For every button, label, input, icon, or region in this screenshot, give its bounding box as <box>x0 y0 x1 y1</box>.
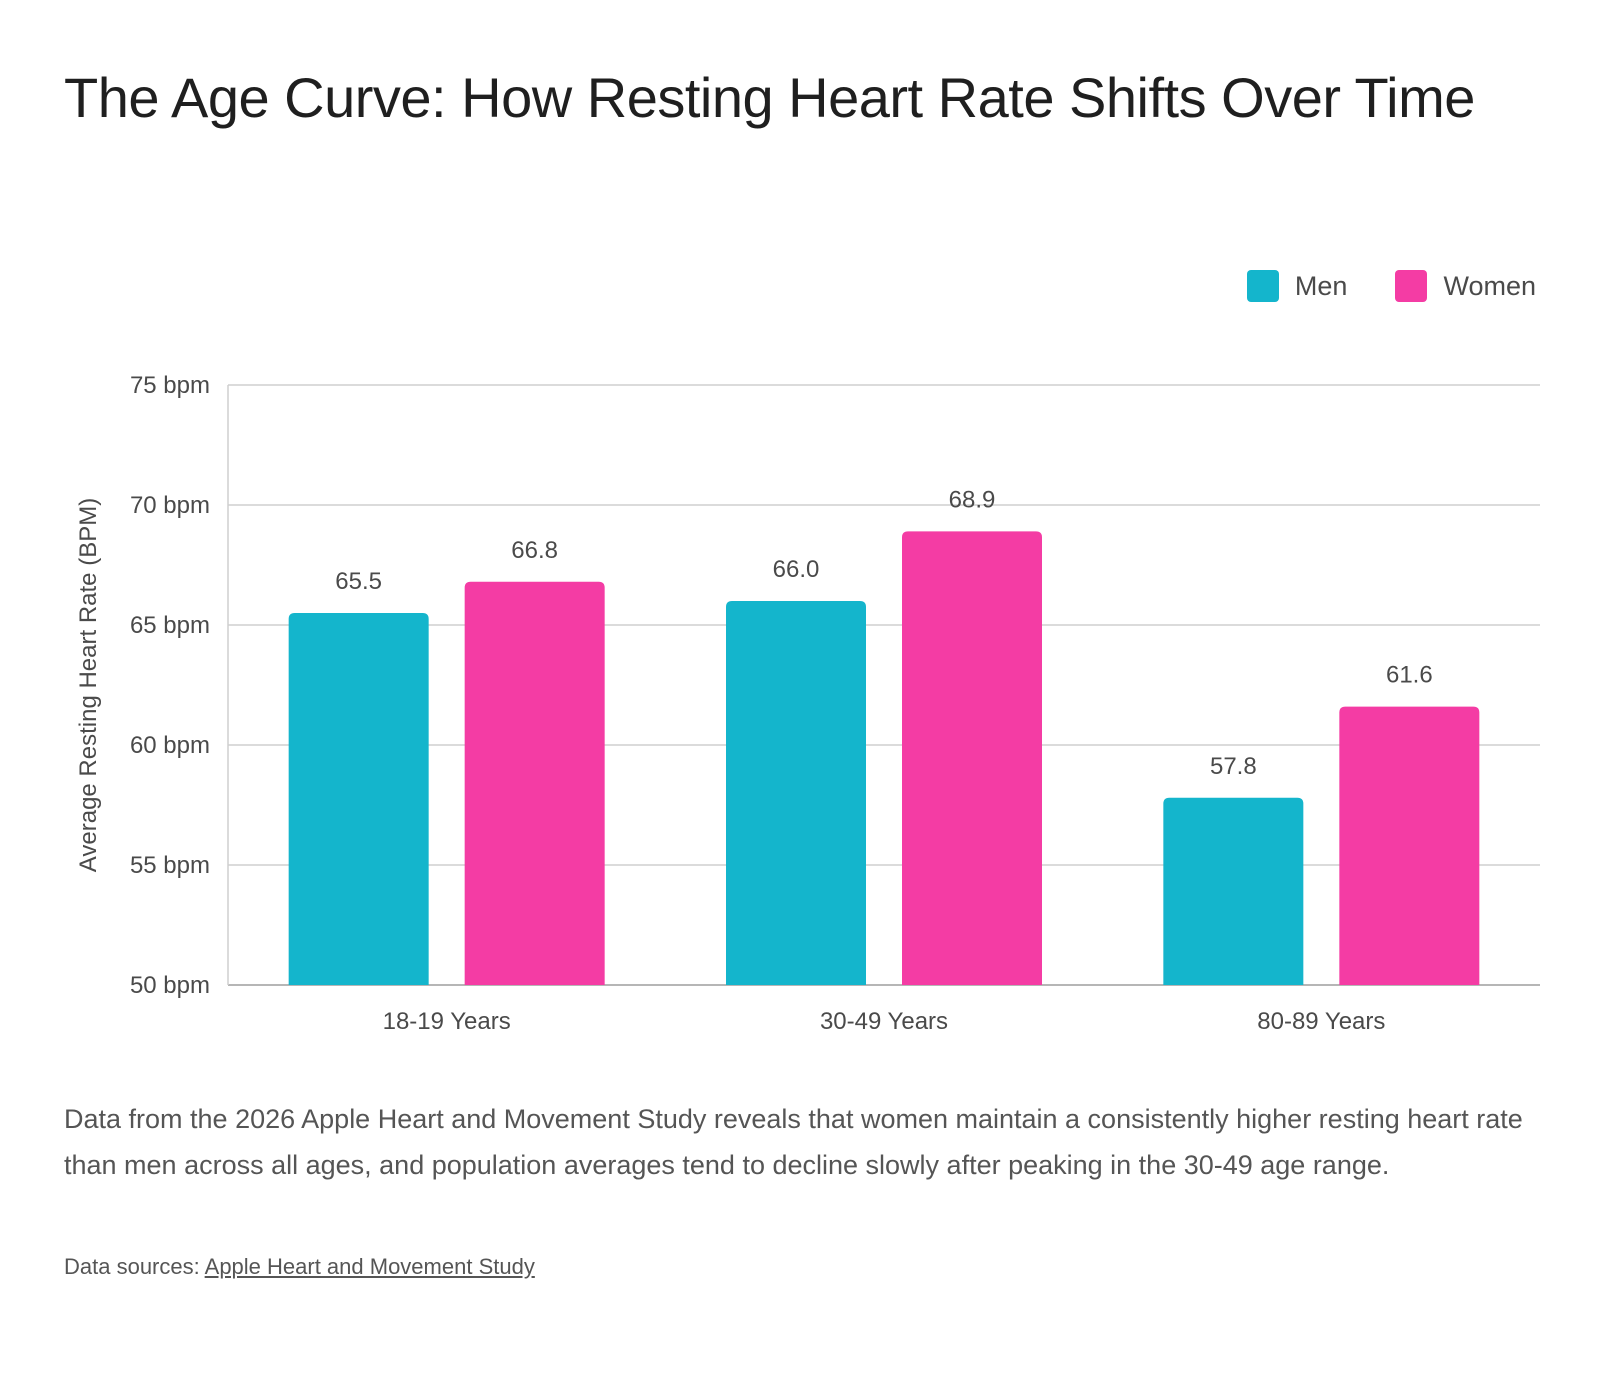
y-tick-label: 50 bpm <box>130 972 210 999</box>
chart-description: Data from the 2026 Apple Heart and Movem… <box>64 1104 1523 1180</box>
data-sources: Data sources: Apple Heart and Movement S… <box>64 1254 535 1280</box>
data-label: 57.8 <box>1210 753 1257 780</box>
bar-men-2[interactable] <box>1163 797 1304 985</box>
x-tick-label: 18-19 Years <box>383 1008 511 1035</box>
data-label: 66.8 <box>511 537 558 564</box>
data-label: 66.0 <box>773 556 820 583</box>
legend-swatch-women <box>1395 270 1428 302</box>
data-label: 61.6 <box>1386 662 1433 689</box>
data-labels: 65.5 66.0 57.8 66.8 68.9 61.6 <box>335 486 1432 779</box>
bar-men-1[interactable] <box>726 601 866 985</box>
data-label: 65.5 <box>335 568 382 595</box>
y-tick-label: 60 bpm <box>130 732 210 759</box>
y-tick-label: 55 bpm <box>130 852 210 879</box>
bar-women-2[interactable] <box>1339 706 1480 985</box>
data-label: 68.9 <box>949 486 996 513</box>
sources-label: Data sources: <box>64 1254 200 1279</box>
gridlines <box>228 384 1540 986</box>
legend-label-men: Men <box>1294 270 1348 301</box>
y-tick-label: 70 bpm <box>130 492 210 519</box>
bar-men-0[interactable] <box>288 613 429 985</box>
legend-label-women: Women <box>1443 270 1536 301</box>
chart-title: The Age Curve: How Resting Heart Rate Sh… <box>64 66 1475 129</box>
sources-link[interactable]: Apple Heart and Movement Study <box>204 1254 535 1279</box>
bar-chart: 50 bpm 55 bpm 60 bpm 65 bpm 70 bpm 75 bpm Ave… <box>75 372 1540 1035</box>
y-tick-label: 65 bpm <box>130 612 210 639</box>
y-tick-label: 75 bpm <box>130 372 210 399</box>
bar-women-0[interactable] <box>464 581 605 985</box>
chart-legend: Men Women <box>1246 270 1536 302</box>
legend-item-women[interactable]: Women <box>1395 270 1536 302</box>
y-axis-label: Average Resting Heart Rate (BPM) <box>75 498 102 872</box>
bars <box>288 531 1480 985</box>
x-tick-labels: 18-19 Years 30-49 Years 80-89 Years <box>383 1008 1386 1035</box>
legend-swatch-men <box>1246 270 1279 302</box>
y-tick-labels: 50 bpm 55 bpm 60 bpm 65 bpm 70 bpm 75 bpm <box>130 372 210 999</box>
bar-women-1[interactable] <box>902 531 1042 985</box>
x-tick-label: 30-49 Years <box>820 1008 948 1035</box>
legend-item-men[interactable]: Men <box>1246 270 1348 302</box>
x-tick-label: 80-89 Years <box>1257 1008 1385 1035</box>
